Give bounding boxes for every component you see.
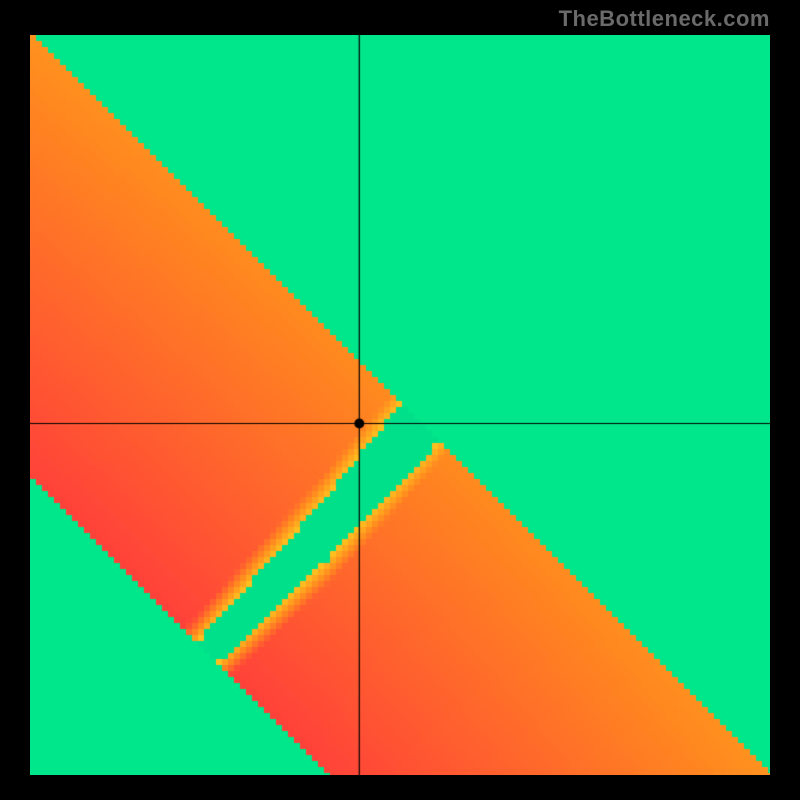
bottleneck-heatmap bbox=[30, 35, 770, 775]
watermark-text: TheBottleneck.com bbox=[559, 6, 770, 32]
chart-frame: { "watermark": { "text": "TheBottleneck.… bbox=[0, 0, 800, 800]
